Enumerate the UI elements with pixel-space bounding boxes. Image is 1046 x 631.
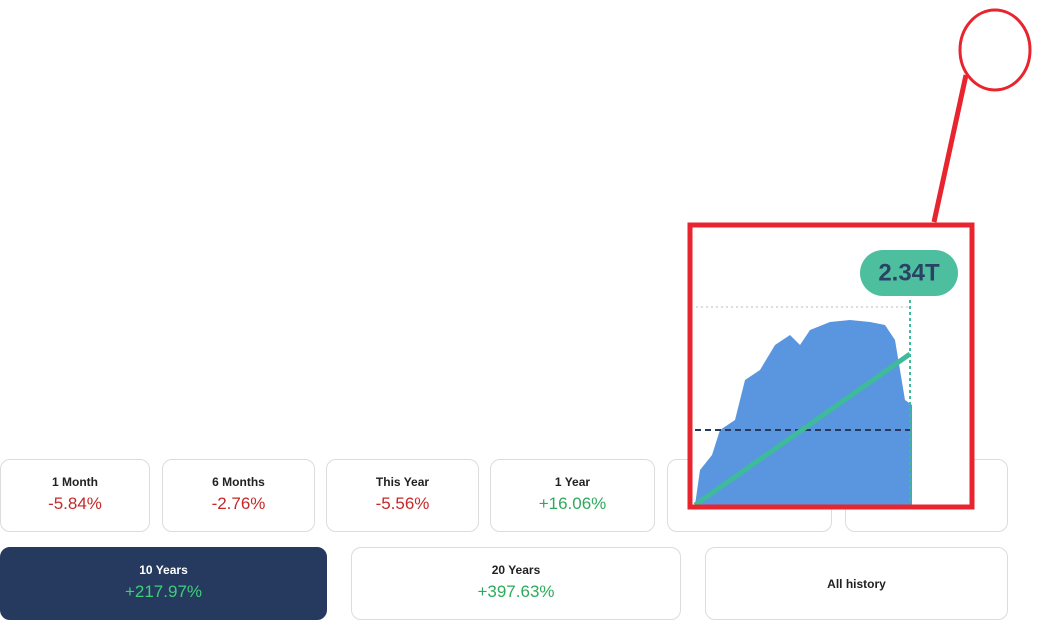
period-label: 6 Months [212, 475, 265, 489]
period-label: 10 Years [139, 563, 188, 577]
card[interactable] [845, 459, 1008, 532]
period-card[interactable]: This Year -5.56% [326, 459, 479, 532]
period-card[interactable]: 10 Years +217.97% [0, 547, 327, 620]
card[interactable] [667, 459, 832, 532]
period-label: 20 Years [491, 563, 541, 577]
period-card[interactable]: 1 Month -5.84% [0, 459, 150, 532]
period-change: +397.63% [477, 582, 555, 601]
period-card[interactable]: 1 Year +16.06% [490, 459, 655, 532]
period-change: -5.56% [375, 494, 430, 513]
period-label: This Year [375, 475, 430, 489]
period-change: +217.97% [124, 582, 203, 601]
chart [0, 0, 1046, 420]
period-change: -5.84% [48, 494, 102, 513]
period-card[interactable]: 6 Months -2.76% [162, 459, 315, 532]
period-label: 1 Month [52, 475, 98, 489]
period-label: All history [827, 577, 886, 591]
period-card[interactable]: All history [705, 547, 1008, 620]
period-label: 1 Year [554, 475, 591, 489]
period-change: -2.76% [211, 494, 266, 513]
period-change: +16.06% [538, 494, 607, 513]
period-card[interactable]: 20 Years +397.63% [351, 547, 681, 620]
